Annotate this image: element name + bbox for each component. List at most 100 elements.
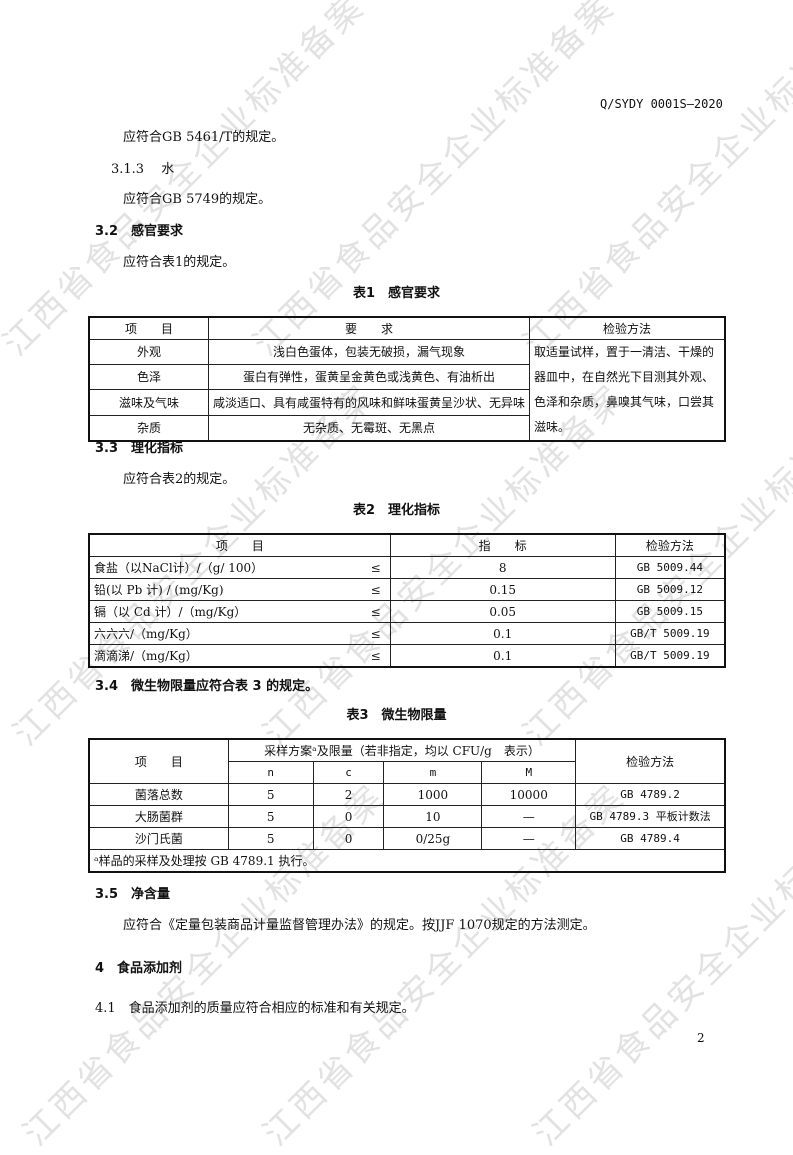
header-cell: m xyxy=(383,761,483,784)
table-row: 色泽 蛋白有弹性，蛋黄呈金黄色或浅黄色、有油析出 xyxy=(88,364,725,391)
section-heading: 3.5 净含量 xyxy=(95,887,171,902)
method-cell: GB 4789.2 xyxy=(575,783,726,806)
header-cell: M xyxy=(481,761,577,784)
method-cell: GB 5009.12 xyxy=(614,578,726,601)
table-row: 杂质 无杂质、无霉斑、无黑点 xyxy=(88,414,725,442)
section-heading: 3.3 理化指标 xyxy=(95,441,184,456)
table-header-row: 项 目 指 标 检验方法 xyxy=(88,533,726,557)
requirement-cell: 咸淡适口、具有咸蛋特有的风味和鲜味蛋黄呈沙状、无异味 xyxy=(208,389,530,416)
physicochemical-table: 项 目 指 标 检验方法 食盐（以NaCl计）/（g/ 100） ≤ 8 GB … xyxy=(88,533,726,668)
section-heading: 3.4 微生物限量应符合表 3 的规定。 xyxy=(95,679,319,694)
paragraph: 应符合GB 5461/T的规定。 xyxy=(123,130,285,145)
table-row: 滴滴涕/（mg/Kg） ≤ 0.1 GB/T 5009.19 xyxy=(88,644,726,668)
method-cell: GB 5009.15 xyxy=(614,600,726,623)
item-cell: 大肠菌群 xyxy=(88,805,229,828)
item-cell: 色泽 xyxy=(88,364,209,391)
section-heading: 3.1.3 水 xyxy=(111,162,175,177)
table-row: 铅(以 Pb 计) / (mg/Kg) ≤ 0.15 GB 5009.12 xyxy=(88,578,726,601)
table-footnote-row: ᵃ样品的采样及处理按 GB 4789.1 执行。 xyxy=(88,849,726,873)
table-caption: 表3 微生物限量 xyxy=(346,708,447,723)
n-cell: 5 xyxy=(227,783,314,806)
le-symbol: ≤ xyxy=(361,600,391,623)
section-heading: 3.2 感官要求 xyxy=(95,224,184,239)
footnote: ᵃ样品的采样及处理按 GB 4789.1 执行。 xyxy=(88,849,726,873)
item-cell: 六六六/（mg/Kg） xyxy=(88,622,362,645)
section-heading: 4 食品添加剂 xyxy=(95,961,183,976)
paragraph: 应符合《定量包装商品计量监督管理办法》的规定。按JJF 1070规定的方法测定。 xyxy=(123,918,596,933)
value-cell: 0.05 xyxy=(389,600,616,623)
sensory-table: 项 目 要 求 检验方法 外观 浅白色蛋体，包装无破损，漏气现象 取适量试样，置… xyxy=(88,316,726,442)
item-cell: 外观 xyxy=(88,338,209,366)
table-row: 外观 浅白色蛋体，包装无破损，漏气现象 取适量试样，置于一清洁、干燥的器皿中，在… xyxy=(88,338,726,442)
le-symbol: ≤ xyxy=(361,644,391,668)
method-cell: GB 5009.44 xyxy=(614,556,726,579)
method-cell: GB 4789.4 xyxy=(575,827,726,850)
item-cell: 滋味及气味 xyxy=(88,389,209,416)
document-code: Q/SYDY 0001S—2020 xyxy=(600,97,723,111)
requirement-cell: 蛋白有弹性，蛋黄呈金黄色或浅黄色、有油析出 xyxy=(208,364,530,391)
header-cell: 检验方法 xyxy=(529,316,726,340)
watermark: 江西省食品安全企业标准备案 xyxy=(0,0,374,364)
item-cell: 铅(以 Pb 计) / (mg/Kg) xyxy=(88,578,362,601)
M-cell: — xyxy=(481,827,577,850)
microbial-table: 项 目 采样方案ᵃ及限量（若非指定，均以 CFU/g 表示） 检验方法 n c … xyxy=(88,738,726,873)
header-cell: c xyxy=(312,761,385,784)
value-cell: 0.15 xyxy=(389,578,616,601)
header-cell: 要 求 xyxy=(208,316,530,340)
c-cell: 0 xyxy=(312,827,385,850)
header-cell: 项 目 xyxy=(88,738,229,784)
table-row: 滋味及气味 咸淡适口、具有咸蛋特有的风味和鲜味蛋黄呈沙状、无异味 xyxy=(88,389,725,416)
header-cell: 项 目 xyxy=(88,533,391,557)
item-cell: 沙门氏菌 xyxy=(88,827,229,850)
paragraph: 应符合表1的规定。 xyxy=(123,255,236,270)
value-cell: 0.1 xyxy=(389,644,616,668)
table-caption: 表1 感官要求 xyxy=(352,286,441,301)
table-header-row: 项 目 要 求 检验方法 xyxy=(88,316,726,340)
le-symbol: ≤ xyxy=(361,622,391,645)
watermark: 江西省食品安全企业标准备案 xyxy=(515,0,793,364)
page-number: 2 xyxy=(697,1031,705,1045)
item-cell: 菌落总数 xyxy=(88,783,229,806)
table-row: 菌落总数 5 2 1000 10000 GB 4789.2 xyxy=(88,783,726,806)
c-cell: 0 xyxy=(312,805,385,828)
watermark: 江西省食品安全企业标准备案 xyxy=(245,0,624,364)
table-row: 沙门氏菌 5 0 0/25g — GB 4789.4 xyxy=(88,827,726,850)
m-cell: 10 xyxy=(383,805,483,828)
M-cell: 10000 xyxy=(481,783,577,806)
c-cell: 2 xyxy=(312,783,385,806)
item-cell: 杂质 xyxy=(88,414,209,442)
table-row: 食盐（以NaCl计）/（g/ 100） ≤ 8 GB 5009.44 xyxy=(88,556,726,579)
method-cell: GB/T 5009.19 xyxy=(614,644,726,668)
value-cell: 8 xyxy=(389,556,616,579)
le-symbol: ≤ xyxy=(361,578,391,601)
value-cell: 0.1 xyxy=(389,622,616,645)
m-cell: 1000 xyxy=(383,783,483,806)
n-cell: 5 xyxy=(227,827,314,850)
table-row: 大肠菌群 5 0 10 — GB 4789.3 平板计数法 xyxy=(88,805,726,828)
header-cell: n xyxy=(227,761,314,784)
item-cell: 食盐（以NaCl计）/（g/ 100） xyxy=(88,556,362,579)
table-row: 六六六/（mg/Kg） ≤ 0.1 GB/T 5009.19 xyxy=(88,622,726,645)
paragraph: 4.1 食品添加剂的质量应符合相应的标准和有关规定。 xyxy=(95,1001,415,1016)
header-cell: 项 目 xyxy=(88,316,209,340)
requirement-cell: 浅白色蛋体，包装无破损，漏气现象 xyxy=(208,338,530,366)
table-header-row: 项 目 采样方案ᵃ及限量（若非指定，均以 CFU/g 表示） 检验方法 xyxy=(88,738,726,784)
header-cell: 采样方案ᵃ及限量（若非指定，均以 CFU/g 表示） xyxy=(227,738,577,762)
M-cell: — xyxy=(481,805,577,828)
table-caption: 表2 理化指标 xyxy=(352,503,441,518)
m-cell: 0/25g xyxy=(383,827,483,850)
method-cell: GB 4789.3 平板计数法 xyxy=(575,805,726,828)
item-cell: 镉（以 Cd 计）/（mg/Kg） xyxy=(88,600,362,623)
paragraph: 应符合表2的规定。 xyxy=(123,472,236,487)
method-cell: GB/T 5009.19 xyxy=(614,622,726,645)
table-row: 镉（以 Cd 计）/（mg/Kg） ≤ 0.05 GB 5009.15 xyxy=(88,600,726,623)
le-symbol: ≤ xyxy=(361,556,391,579)
item-cell: 滴滴涕/（mg/Kg） xyxy=(88,644,362,668)
header-cell: 检验方法 xyxy=(575,738,726,784)
paragraph: 应符合GB 5749的规定。 xyxy=(123,192,272,207)
header-cell: 检验方法 xyxy=(614,533,726,557)
n-cell: 5 xyxy=(227,805,314,828)
method-cell: 取适量试样，置于一清洁、干燥的器皿中，在自然光下目测其外观、色泽和杂质，鼻嗅其气… xyxy=(529,339,726,442)
header-cell: 指 标 xyxy=(389,533,616,557)
requirement-cell: 无杂质、无霉斑、无黑点 xyxy=(208,414,530,442)
